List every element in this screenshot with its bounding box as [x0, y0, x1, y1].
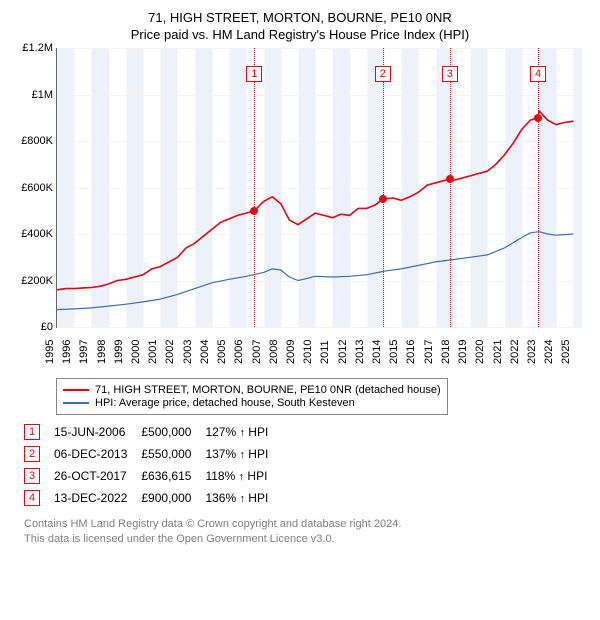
- x-axis: 1995199619971998199920002001200220032004…: [56, 328, 582, 368]
- x-tick-label: 2023: [526, 340, 538, 364]
- marker-dot: [250, 207, 258, 215]
- y-tick-label: £400K: [13, 228, 53, 240]
- x-tick-label: 2013: [354, 340, 366, 364]
- table-row: 4 13-DEC-2022£900,000136% ↑ HPI: [24, 487, 282, 509]
- footnote-line-2: This data is licensed under the Open Gov…: [24, 532, 588, 547]
- arrow-up-icon: ↑: [239, 449, 245, 461]
- x-tick-label: 1997: [78, 340, 90, 364]
- x-tick-label: 2020: [474, 340, 486, 364]
- x-tick-label: 2007: [250, 340, 262, 364]
- y-tick-label: £1.2M: [13, 42, 53, 54]
- marker-dot: [446, 175, 454, 183]
- y-tick-label: £600K: [13, 182, 53, 194]
- x-tick-label: 2014: [371, 340, 383, 364]
- x-tick-label: 2025: [560, 340, 572, 364]
- y-tick-label: £800K: [13, 135, 53, 147]
- tx-pct: 136% ↑ HPI: [205, 487, 282, 509]
- x-tick-label: 2018: [440, 340, 452, 364]
- marker-line: [538, 48, 539, 327]
- x-tick-label: 2002: [164, 340, 176, 364]
- x-tick-label: 2021: [491, 340, 503, 364]
- y-tick-label: £1M: [13, 89, 53, 101]
- marker-dot: [534, 114, 542, 122]
- x-tick-label: 1998: [95, 340, 107, 364]
- table-row: 2 06-DEC-2013£550,000137% ↑ HPI: [24, 443, 282, 465]
- tx-pct: 118% ↑ HPI: [205, 465, 282, 487]
- x-tick-label: 2015: [388, 340, 400, 364]
- chart-legend: 71, HIGH STREET, MORTON, BOURNE, PE10 0N…: [56, 378, 448, 415]
- x-tick-label: 2009: [285, 340, 297, 364]
- tx-date: 15-JUN-2006: [54, 421, 141, 443]
- chart-container: 71, HIGH STREET, MORTON, BOURNE, PE10 0N…: [0, 0, 600, 559]
- legend-swatch: [63, 402, 89, 404]
- marker-box: 4: [530, 66, 546, 82]
- marker-box: 2: [375, 66, 391, 82]
- arrow-up-icon: ↑: [239, 427, 245, 439]
- x-tick-label: 2004: [199, 340, 211, 364]
- marker-dot: [379, 195, 387, 203]
- tx-number: 2: [24, 446, 40, 462]
- x-tick-label: 2024: [543, 340, 555, 364]
- tx-number: 4: [24, 490, 40, 506]
- x-tick-label: 2006: [233, 340, 245, 364]
- marker-box: 1: [246, 66, 262, 82]
- tx-number: 1: [24, 424, 40, 440]
- tx-pct: 127% ↑ HPI: [205, 421, 282, 443]
- x-tick-label: 2016: [405, 340, 417, 364]
- legend-row: 71, HIGH STREET, MORTON, BOURNE, PE10 0N…: [63, 384, 441, 396]
- x-tick-label: 2017: [422, 340, 434, 364]
- marker-box: 3: [442, 66, 458, 82]
- tx-date: 26-OCT-2017: [54, 465, 141, 487]
- y-tick-label: £0: [13, 321, 53, 333]
- marker-line: [450, 48, 451, 327]
- tx-number: 3: [24, 468, 40, 484]
- series-line: [57, 111, 573, 290]
- y-tick-label: £200K: [13, 275, 53, 287]
- legend-label: HPI: Average price, detached house, Sout…: [95, 397, 355, 409]
- x-tick-label: 2001: [147, 340, 159, 364]
- footnote-line-1: Contains HM Land Registry data © Crown c…: [24, 517, 588, 532]
- x-tick-label: 2005: [216, 340, 228, 364]
- legend-swatch: [63, 389, 89, 391]
- x-tick-label: 1995: [44, 340, 56, 364]
- tx-date: 13-DEC-2022: [54, 487, 141, 509]
- legend-row: HPI: Average price, detached house, Sout…: [63, 397, 441, 409]
- tx-date: 06-DEC-2013: [54, 443, 141, 465]
- tx-price: £636,615: [141, 465, 205, 487]
- tx-price: £550,000: [141, 443, 205, 465]
- transactions-table: 1 15-JUN-2006£500,000127% ↑ HPI 2 06-DEC-20…: [24, 421, 282, 509]
- x-tick-label: 1999: [113, 340, 125, 364]
- marker-line: [254, 48, 255, 327]
- arrow-up-icon: ↑: [239, 493, 245, 505]
- legend-label: 71, HIGH STREET, MORTON, BOURNE, PE10 0N…: [95, 384, 441, 396]
- tx-pct: 137% ↑ HPI: [205, 443, 282, 465]
- x-tick-label: 2008: [268, 340, 280, 364]
- chart-lines: [57, 48, 582, 327]
- x-tick-label: 2012: [336, 340, 348, 364]
- tx-price: £500,000: [141, 421, 205, 443]
- tx-price: £900,000: [141, 487, 205, 509]
- chart-title-address: 71, HIGH STREET, MORTON, BOURNE, PE10 0N…: [12, 10, 588, 25]
- x-tick-label: 2003: [181, 340, 193, 364]
- chart-area: £0£200K£400K£600K£800K£1M£1.2M1234 19951…: [56, 48, 582, 368]
- x-tick-label: 1996: [61, 340, 73, 364]
- x-tick-label: 2000: [130, 340, 142, 364]
- x-tick-label: 2019: [457, 340, 469, 364]
- table-row: 3 26-OCT-2017£636,615118% ↑ HPI: [24, 465, 282, 487]
- arrow-up-icon: ↑: [239, 471, 245, 483]
- plot-area: £0£200K£400K£600K£800K£1M£1.2M1234: [56, 48, 582, 328]
- marker-line: [383, 48, 384, 327]
- x-tick-label: 2010: [302, 340, 314, 364]
- series-line: [57, 232, 573, 310]
- chart-subtitle: Price paid vs. HM Land Registry's House …: [12, 27, 588, 42]
- x-tick-label: 2022: [509, 340, 521, 364]
- footnote: Contains HM Land Registry data © Crown c…: [24, 517, 588, 547]
- x-tick-label: 2011: [320, 340, 332, 364]
- table-row: 1 15-JUN-2006£500,000127% ↑ HPI: [24, 421, 282, 443]
